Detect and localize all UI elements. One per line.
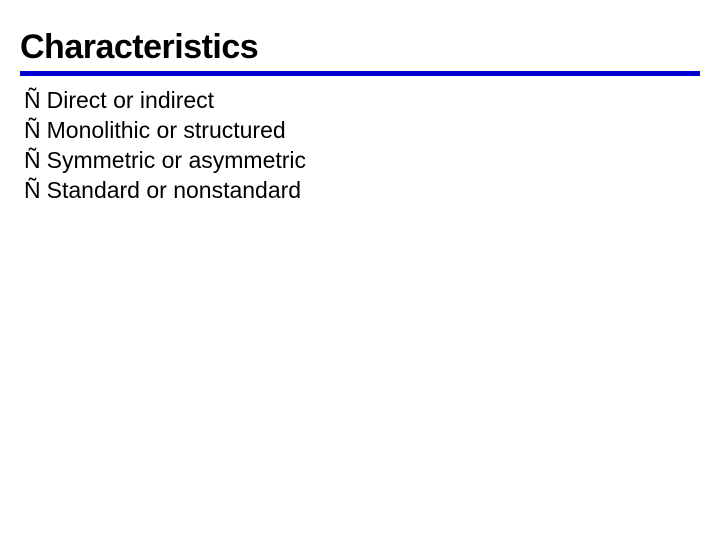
bullet-text: Monolithic or structured	[47, 116, 286, 146]
bullet-text: Standard or nonstandard	[47, 176, 301, 206]
slide-container: Characteristics Ñ Direct or indirect Ñ M…	[0, 0, 720, 540]
bullet-icon: Ñ	[24, 146, 41, 176]
bullet-text: Symmetric or asymmetric	[47, 146, 306, 176]
list-item: Ñ Direct or indirect	[24, 86, 700, 116]
bullet-icon: Ñ	[24, 116, 41, 146]
list-item: Ñ Standard or nonstandard	[24, 176, 700, 206]
bullet-icon: Ñ	[24, 176, 41, 206]
bullet-icon: Ñ	[24, 86, 41, 116]
list-item: Ñ Monolithic or structured	[24, 116, 700, 146]
bullet-list: Ñ Direct or indirect Ñ Monolithic or str…	[20, 86, 700, 206]
title-divider	[20, 71, 700, 76]
bullet-text: Direct or indirect	[47, 86, 214, 116]
list-item: Ñ Symmetric or asymmetric	[24, 146, 700, 176]
slide-title: Characteristics	[20, 28, 700, 67]
